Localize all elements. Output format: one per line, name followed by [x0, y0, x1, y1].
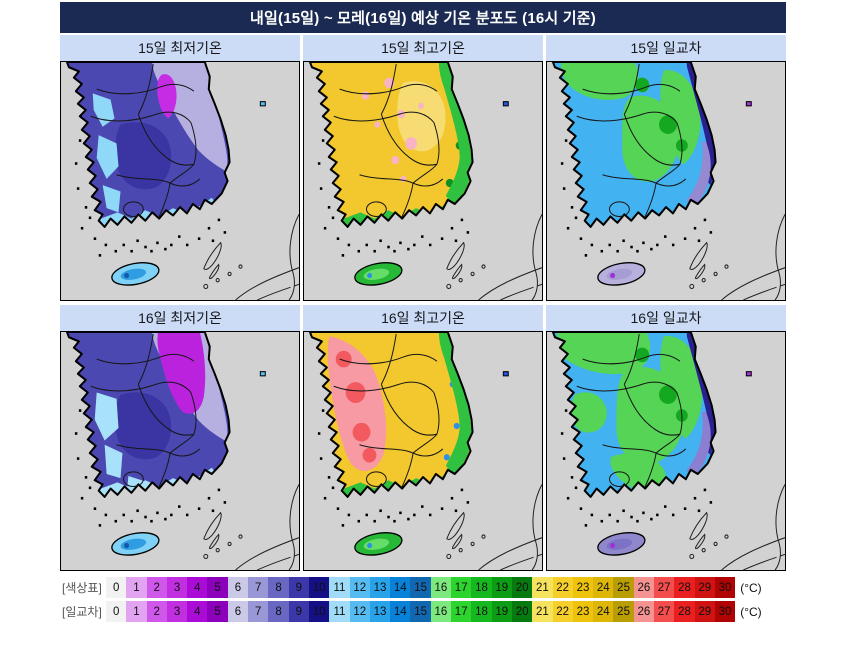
- colorbar-cell: 20: [511, 601, 533, 622]
- colorbar-cell: 23: [572, 577, 594, 598]
- colorbar-diurnal-label: [일교차]: [62, 605, 102, 619]
- colorbar-cell: 18: [471, 577, 492, 598]
- colorbar-cell: 0: [106, 577, 127, 598]
- colorbar-cell: 3: [166, 577, 188, 598]
- colorbar-cell: 30: [714, 577, 736, 598]
- colorbar-cell: 8: [268, 577, 289, 598]
- colorbar-temperature-unit: (°C): [740, 580, 762, 595]
- map-15-min-temp: [60, 61, 300, 301]
- colorbar-cell: 10: [308, 577, 330, 598]
- colorbar-cell: 7: [248, 601, 269, 622]
- header-15-max-temp: 15일 최고기온: [303, 35, 543, 61]
- map-15-diurnal-range: [546, 61, 786, 301]
- colorbar-cell: 5: [207, 577, 228, 598]
- colorbar-cell: 6: [227, 601, 249, 622]
- colorbar-cell: 28: [674, 601, 695, 622]
- colorbar-cell: 3: [166, 601, 188, 622]
- colorbar-cell: 4: [187, 577, 208, 598]
- colorbar-cell: 11: [329, 601, 350, 622]
- colorbar-cell: 30: [714, 601, 736, 622]
- colorbar-cell: 2: [146, 601, 167, 622]
- colorbar-cell: 15: [410, 601, 431, 622]
- colorbar-cell: 18: [471, 601, 492, 622]
- colorbar-cell: 29: [694, 601, 715, 622]
- header-15-min-temp: 15일 최저기온: [60, 35, 300, 61]
- map-16-diurnal-range: [546, 331, 786, 571]
- map-row-day15: [60, 61, 786, 301]
- colorbar-temperature-label: [색상표]: [62, 581, 102, 595]
- colorbar-temperature: [색상표] 0 1 2 3 4 5 6 7 8 9 10 11 12 13 14 15 16 17 18 19 20 21…: [62, 577, 762, 598]
- colorbar-cell: 23: [572, 601, 594, 622]
- colorbar-cell: 17: [451, 601, 472, 622]
- colorbar-cell: 12: [349, 601, 370, 622]
- header-16-min-temp: 16일 최저기온: [60, 305, 300, 331]
- colorbar-cell: 4: [187, 601, 208, 622]
- header-15-diurnal-range: 15일 일교차: [546, 35, 786, 61]
- colorbar-cell: 22: [552, 577, 573, 598]
- colorbar-cell: 28: [674, 577, 695, 598]
- colorbar-cell: 7: [248, 577, 269, 598]
- colorbar-cell: 29: [694, 577, 715, 598]
- colorbar-cell: 19: [491, 577, 512, 598]
- colorbar-cell: 8: [268, 601, 289, 622]
- colorbar-cell: 6: [227, 577, 249, 598]
- colorbar-cell: 16: [430, 601, 452, 622]
- colorbar-cell: 14: [390, 601, 411, 622]
- colorbar-cell: 16: [430, 577, 452, 598]
- map-16-min-temp: [60, 331, 300, 571]
- colorbar-cell: 17: [451, 577, 472, 598]
- colorbar-cell: 9: [288, 577, 309, 598]
- colorbar-cell: 13: [369, 577, 391, 598]
- colorbar-cell: 19: [491, 601, 512, 622]
- colorbar-cell: 1: [126, 577, 147, 598]
- colorbar-cell: 26: [633, 601, 655, 622]
- colorbar-cell: 20: [511, 577, 533, 598]
- colorbar-cell: 25: [613, 577, 634, 598]
- colorbar-cell: 24: [593, 577, 614, 598]
- colorbar-cell: 1: [126, 601, 147, 622]
- colorbar-temperature-cells: 0 1 2 3 4 5 6 7 8 9 10 11 12 13 14 15 16 17 18 19 20 21 22 23 24…: [106, 577, 736, 598]
- colorbar-diurnal-unit: (°C): [740, 604, 762, 619]
- page-title: 내일(15일) ~ 모레(16일) 예상 기온 분포도 (16시 기준): [60, 2, 786, 33]
- colorbar-cell: 10: [308, 601, 330, 622]
- colorbar-cell: 12: [349, 577, 370, 598]
- colorbar-diurnal-cells: 0 1 2 3 4 5 6 7 8 9 10 11 12 13 14 15 16 17 18 19 20 21 22 23 24…: [106, 601, 736, 622]
- colorbar-cell: 5: [207, 601, 228, 622]
- colorbar-cell: 11: [329, 577, 350, 598]
- header-16-max-temp: 16일 최고기온: [303, 305, 543, 331]
- colorbar-cell: 22: [552, 601, 573, 622]
- colorbar-cell: 27: [654, 601, 675, 622]
- header-row-day16: 16일 최저기온 16일 최고기온 16일 일교차: [60, 305, 786, 331]
- colorbar-cell: 0: [106, 601, 127, 622]
- header-row-day15: 15일 최저기온 15일 최고기온 15일 일교차: [60, 35, 786, 61]
- colorbar-cell: 24: [593, 601, 614, 622]
- colorbar-cell: 9: [288, 601, 309, 622]
- colorbar-cell: 26: [633, 577, 655, 598]
- map-16-max-temp: [303, 331, 543, 571]
- colorbar-cell: 25: [613, 601, 634, 622]
- colorbar-cell: 13: [369, 601, 391, 622]
- colorbar-cell: 2: [146, 577, 167, 598]
- header-16-diurnal-range: 16일 일교차: [546, 305, 786, 331]
- colorbar-cell: 21: [532, 577, 553, 598]
- colorbar-cell: 15: [410, 577, 431, 598]
- map-15-max-temp: [303, 61, 543, 301]
- colorbar-cell: 14: [390, 577, 411, 598]
- colorbar-diurnal: [일교차] 0 1 2 3 4 5 6 7 8 9 10 11 12 13 14 15 16 17 18 19 20 21…: [62, 601, 762, 622]
- colorbar-cell: 21: [532, 601, 553, 622]
- map-row-day16: [60, 331, 786, 571]
- colorbar-cell: 27: [654, 577, 675, 598]
